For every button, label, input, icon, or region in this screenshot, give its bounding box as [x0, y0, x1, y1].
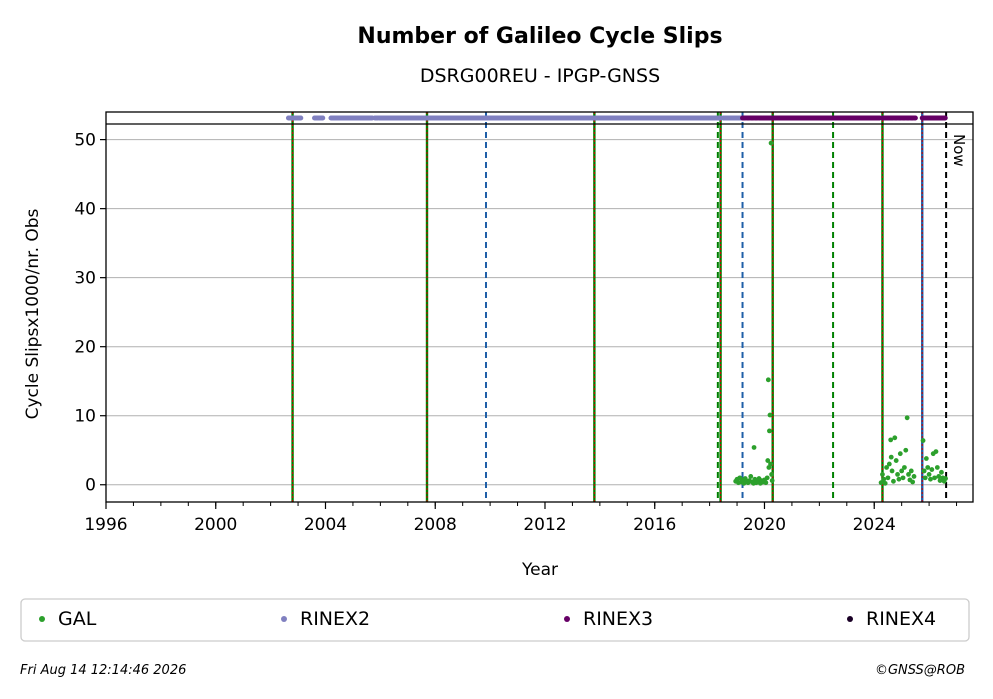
data-point	[763, 480, 769, 486]
data-point	[895, 471, 900, 477]
data-point	[884, 465, 889, 470]
y-tick-label: 40	[74, 200, 96, 220]
data-point	[764, 475, 770, 481]
plot-area: Now 0 10 20 30 40 50 1996 2000 2004 2008 2012 2016 20…	[74, 111, 974, 535]
data-point	[921, 468, 927, 474]
data-point	[904, 415, 910, 421]
data-point	[748, 474, 754, 479]
data-point	[920, 438, 926, 443]
data-point	[882, 480, 888, 486]
data-point	[932, 475, 937, 481]
x-tick-label: 2012	[523, 515, 566, 535]
data-point	[900, 475, 906, 481]
data-point	[892, 435, 898, 441]
data-point	[767, 412, 773, 418]
data-point	[885, 475, 891, 481]
data-point	[891, 478, 896, 484]
data-point	[897, 451, 903, 457]
data-point	[902, 465, 907, 470]
data-point	[768, 140, 774, 146]
legend-label: GAL	[58, 608, 97, 630]
data-point	[769, 471, 775, 477]
x-tick-label: 2008	[414, 515, 457, 535]
legend-label: RINEX2	[300, 608, 370, 630]
y-tick-label: 20	[74, 338, 96, 358]
data-point	[881, 476, 887, 482]
data-point	[939, 469, 944, 475]
x-tick-label: 1996	[84, 515, 127, 535]
legend-marker	[39, 616, 45, 622]
data-point	[880, 471, 885, 477]
now-label: Now	[950, 134, 968, 167]
chart-title: Number of Galileo Cycle Slips	[357, 24, 722, 49]
x-axis-label: Year	[521, 560, 558, 580]
y-tick-label: 30	[74, 269, 96, 289]
legend: GAL RINEX2 RINEX3 RINEX4	[20, 598, 970, 642]
data-point	[911, 474, 917, 479]
data-point	[878, 480, 884, 486]
data-point	[888, 437, 894, 443]
data-point	[925, 465, 931, 470]
x-tick-label: 2020	[743, 515, 786, 535]
data-point	[765, 377, 771, 383]
y-tick-label: 10	[74, 407, 96, 427]
footer-timestamp: Fri Aug 14 12:14:46 2026	[20, 663, 186, 678]
data-point	[936, 474, 942, 479]
data-point	[769, 478, 775, 484]
data-point	[933, 449, 939, 455]
legend-marker	[281, 616, 287, 622]
data-point	[934, 465, 940, 470]
x-tick-label: 2016	[633, 515, 676, 535]
data-point	[908, 468, 914, 474]
data-point	[928, 476, 933, 482]
data-point	[910, 479, 916, 485]
data-point	[886, 461, 892, 467]
legend-label: RINEX3	[583, 608, 653, 630]
data-point	[768, 461, 773, 467]
chart-subtitle: DSRG00REU - IPGP-GNSS	[420, 65, 660, 87]
data-point	[893, 458, 899, 463]
data-point	[767, 428, 772, 434]
data-point	[899, 468, 905, 474]
x-tick-label: 2000	[194, 515, 237, 535]
data-point	[751, 445, 757, 450]
x-tick-label: 2024	[853, 515, 896, 535]
data-point	[922, 475, 928, 481]
data-point	[926, 471, 932, 477]
footer-copyright: ©GNSS@ROB	[875, 663, 965, 678]
data-point	[765, 458, 771, 463]
data-point	[889, 468, 895, 474]
data-point	[888, 454, 894, 460]
data-point	[929, 467, 935, 472]
y-tick-label: 50	[74, 131, 96, 151]
y-tick-label: 0	[85, 476, 96, 496]
data-point	[896, 476, 902, 482]
plot-frame	[105, 111, 974, 503]
legend-frame	[20, 598, 970, 642]
data-point	[943, 476, 948, 481]
legend-marker	[847, 616, 853, 622]
data-point	[923, 456, 929, 461]
x-tick-label: 2004	[304, 515, 347, 535]
data-point	[906, 471, 911, 477]
data-point	[903, 447, 909, 453]
y-axis-label: Cycle Slipsx1000/nr. Obs	[23, 208, 43, 419]
legend-label: RINEX4	[866, 608, 936, 630]
legend-marker	[564, 616, 570, 622]
